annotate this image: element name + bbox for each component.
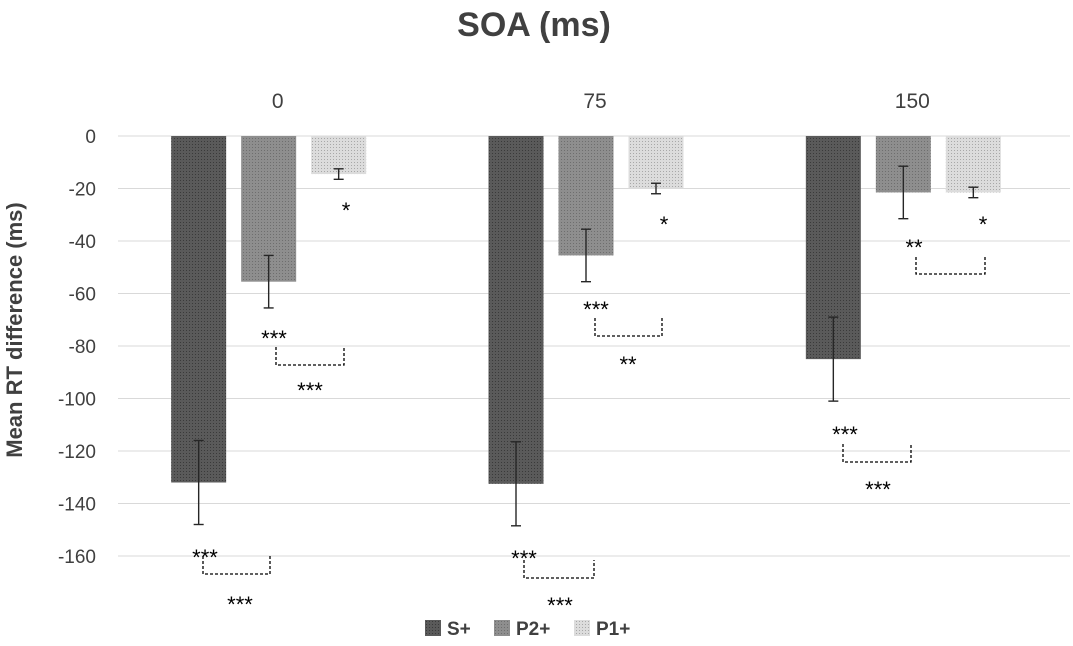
legend-swatch-p2	[494, 620, 510, 636]
sig-label-g0-s-bottom: ***	[227, 592, 253, 617]
sig-label-g0-p2-top: ***	[261, 326, 287, 351]
bar-p1plus	[311, 136, 367, 175]
legend: S+ P2+ P1+	[425, 619, 630, 640]
sig-bracket-g0-p2	[275, 347, 345, 366]
y-tick-labels: 0 -20 -40 -60 -80 -100 -120 -140 -160	[58, 127, 96, 568]
y-tick-label: -160	[58, 547, 96, 568]
sig-label-g2-s-top: ***	[832, 422, 858, 447]
sig-label-g1-p2-bottom: **	[619, 352, 637, 377]
bar-splus	[488, 136, 544, 484]
sig-bracket-g0-s	[202, 556, 271, 575]
sig-label-g1-p2-top: ***	[583, 297, 609, 322]
sig-bracket-g1-p2	[594, 318, 663, 337]
y-axis-label: Mean RT difference (ms)	[2, 202, 27, 458]
legend-label-p2: P2+	[516, 619, 550, 640]
sig-bracket-g2-s	[842, 444, 912, 463]
legend-label-s: S+	[447, 619, 471, 640]
sig-bracket-g1-s	[523, 560, 595, 579]
sig-label-g2-s-bottom: ***	[865, 477, 891, 502]
sig-label-g0-p2-bottom: ***	[297, 378, 323, 403]
category-label: 0	[272, 90, 284, 113]
legend-swatch-s	[425, 620, 441, 636]
y-tick-label: -140	[58, 495, 96, 516]
sig-label-g2-p1: *	[979, 212, 988, 237]
significance-annotations: *** *** *** *** * *** *** *** ** * *** *…	[192, 198, 988, 618]
bar-p1plus	[945, 136, 1001, 193]
legend-swatch-p1	[574, 620, 590, 636]
category-label: 150	[895, 90, 930, 113]
sig-label-g2-p2-top: **	[905, 235, 923, 260]
y-tick-label: 0	[85, 127, 96, 148]
sig-label-g0-p1: *	[342, 198, 351, 223]
sig-label-g1-p1: *	[660, 212, 669, 237]
category-labels: 0 75 150	[272, 90, 930, 113]
sig-label-g0-s-top: ***	[192, 545, 218, 570]
y-tick-label: -20	[69, 180, 96, 201]
sig-label-g1-s-bottom: ***	[547, 593, 573, 618]
bar-p1plus	[628, 136, 684, 189]
y-tick-label: -40	[69, 232, 96, 253]
y-tick-label: -120	[58, 442, 96, 463]
y-tick-label: -60	[69, 285, 96, 306]
bar-splus	[171, 136, 227, 483]
legend-label-p1: P1+	[596, 619, 630, 640]
y-tick-label: -80	[69, 337, 96, 358]
error-bars	[193, 165, 979, 527]
y-tick-label: -100	[58, 390, 96, 411]
chart-title: SOA (ms)	[457, 6, 611, 44]
category-label: 75	[583, 90, 606, 113]
sig-bracket-g2-p2	[915, 257, 986, 275]
